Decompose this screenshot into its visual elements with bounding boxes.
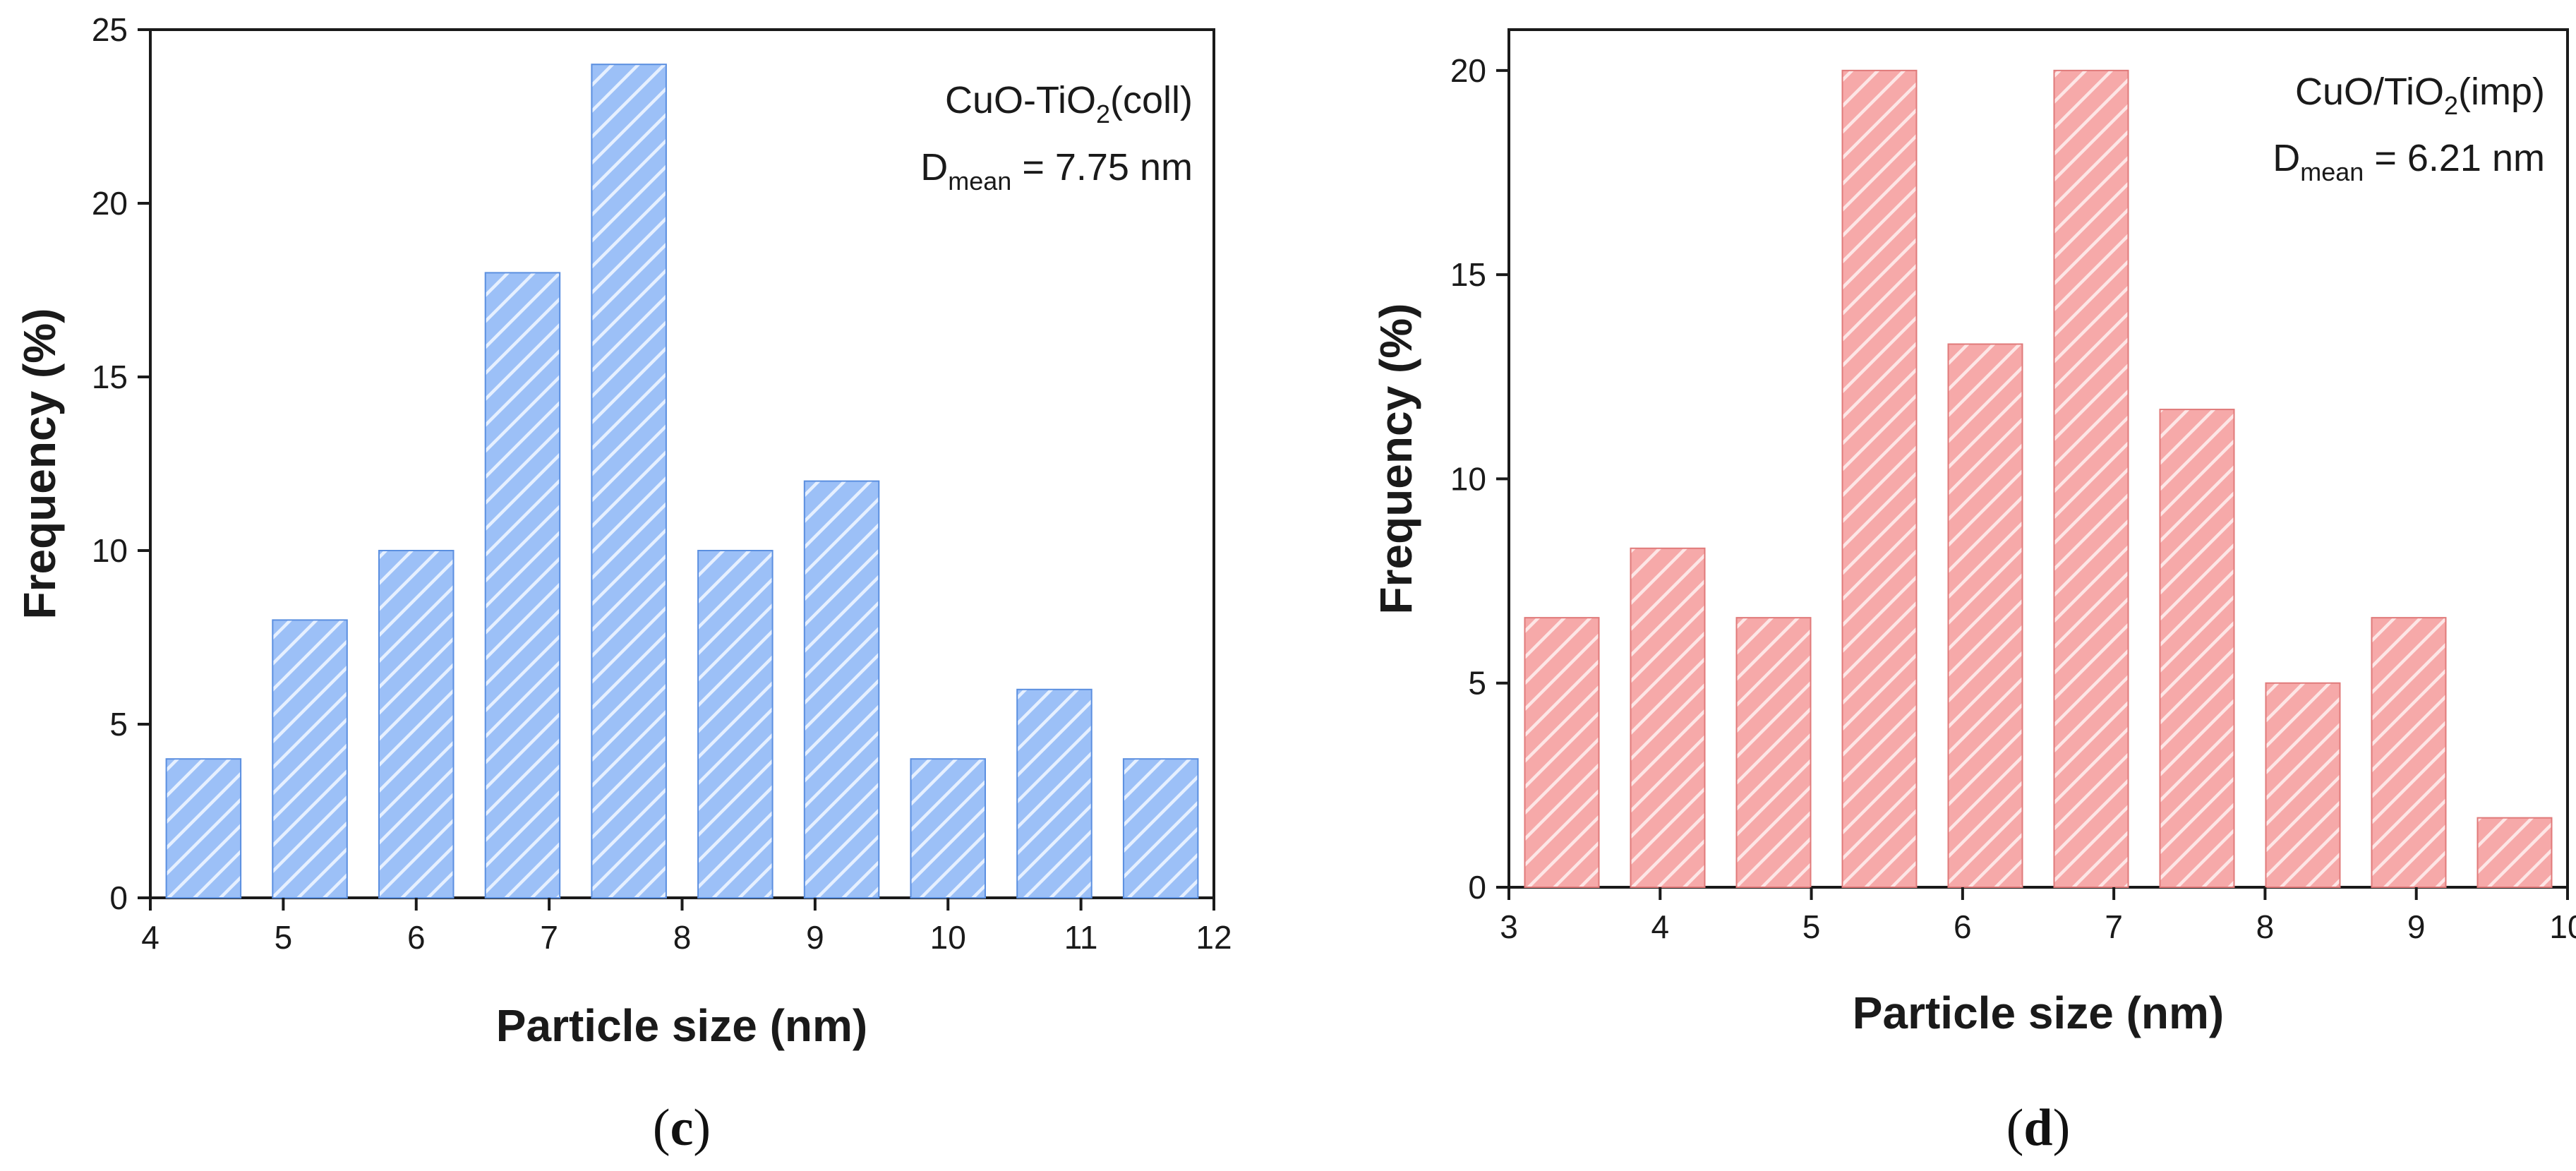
y-tick-label-d-2: 10	[1450, 460, 1486, 497]
bar-d-3	[1841, 69, 1918, 888]
bar-c-4	[591, 64, 667, 899]
x-tick-label-c-7: 11	[1064, 919, 1098, 956]
bar-c-0	[165, 758, 242, 899]
annotation-dmean-c: Dmean = 7.75 nm	[920, 146, 1193, 196]
annotation-dmean-d: Dmean = 6.21 nm	[2273, 137, 2545, 186]
x-tick-label-d-7: 10	[2549, 908, 2576, 945]
plot-frame-d	[1507, 28, 2569, 889]
y-tick-label-d-1: 5	[1468, 665, 1486, 702]
x-tick-label-c-0: 4	[141, 919, 160, 956]
d-sub-d: mean	[2300, 157, 2364, 186]
formula-suffix-d: (imp)	[2458, 71, 2545, 113]
x-ticks-d: 3 4 5 6 7 8 9 10	[1500, 887, 2576, 945]
d-main-d: D	[2273, 137, 2300, 179]
panel-label-c: (c)	[653, 1099, 711, 1157]
y-tick-label-c-1: 5	[109, 706, 128, 743]
x-tick-label-c-1: 5	[275, 919, 293, 956]
x-ticks-c: 4 5 6 7 8 9 10 11 12	[141, 898, 1232, 956]
y-tick-label-d-4: 20	[1450, 52, 1486, 89]
bar-d-2	[1735, 617, 1812, 889]
y-axis-title-c: Frequency (%)	[14, 308, 65, 620]
y-tick-label-c-3: 15	[92, 359, 128, 395]
x-tick-label-d-6: 9	[2407, 908, 2426, 945]
bar-d-0	[1524, 617, 1600, 889]
x-axis-title-d: Particle size (nm)	[1853, 987, 2224, 1038]
bar-c-6	[803, 480, 880, 899]
y-tick-label-c-5: 25	[92, 11, 128, 48]
bar-d-8	[2371, 617, 2447, 889]
chart-d: 0 5 10 15 20 3 4 5 6 7 8 9 10 Frequency (%) Particl…	[1371, 28, 2576, 1038]
formula-suffix-c: (coll)	[1110, 79, 1193, 121]
bar-c-2	[378, 550, 455, 899]
bar-d-4	[1947, 343, 2023, 888]
bar-c-1	[272, 619, 348, 899]
bar-d-6	[2159, 409, 2235, 888]
x-tick-label-d-1: 4	[1651, 908, 1669, 945]
x-tick-label-c-8: 12	[1196, 919, 1232, 956]
chart-c: 0 5 10 15 20 25 4 5 6 7 8 9 10 11 12 Frequency (%) Pa…	[14, 11, 1232, 1051]
bars-d	[1524, 69, 2553, 889]
d-value-c: = 7.75 nm	[1011, 146, 1193, 188]
d-sub-c: mean	[948, 167, 1011, 196]
y-ticks-c: 0 5 10 15 20 25	[92, 11, 150, 916]
y-tick-label-d-3: 15	[1450, 256, 1486, 293]
panel-label-d: (d)	[2006, 1099, 2070, 1157]
y-ticks-d: 0 5 10 15 20	[1450, 52, 1509, 906]
y-tick-label-c-2: 10	[92, 532, 128, 569]
d-main-c: D	[920, 146, 948, 188]
bar-c-7	[910, 758, 986, 899]
bar-d-7	[2265, 682, 2341, 888]
bar-d-1	[1630, 547, 1706, 888]
y-tick-label-c-4: 20	[92, 185, 128, 222]
x-tick-label-c-6: 10	[930, 919, 966, 956]
d-value-d: = 6.21 nm	[2364, 137, 2545, 179]
x-tick-label-c-4: 8	[673, 919, 692, 956]
annotation-formula-c: CuO-TiO2(coll)	[945, 79, 1193, 128]
y-tick-label-d-0: 0	[1468, 869, 1486, 906]
bar-d-9	[2476, 817, 2553, 888]
y-tick-label-c-0: 0	[109, 879, 128, 916]
x-tick-label-d-4: 7	[2105, 908, 2123, 945]
x-tick-label-d-2: 5	[1802, 908, 1821, 945]
x-tick-label-c-3: 7	[540, 919, 558, 956]
formula-prefix-d: CuO/TiO	[2295, 71, 2444, 113]
x-tick-label-d-0: 3	[1500, 908, 1518, 945]
x-tick-label-d-3: 6	[1954, 908, 1972, 945]
bar-c-5	[697, 550, 774, 899]
x-tick-label-c-5: 9	[806, 919, 824, 956]
bar-c-8	[1016, 688, 1093, 899]
x-axis-title-c: Particle size (nm)	[496, 1000, 867, 1051]
x-tick-label-c-2: 6	[407, 919, 426, 956]
bar-c-9	[1122, 758, 1199, 899]
x-tick-label-d-5: 8	[2256, 908, 2275, 945]
bar-d-5	[2053, 69, 2129, 888]
formula-sub-d: 2	[2444, 91, 2458, 120]
formula-sub-c: 2	[1096, 100, 1110, 128]
formula-prefix-c: CuO-TiO	[945, 79, 1096, 121]
annotation-formula-d: CuO/TiO2(imp)	[2295, 71, 2545, 120]
bars-c	[165, 64, 1199, 899]
bar-c-3	[484, 272, 561, 899]
y-axis-title-d: Frequency (%)	[1371, 304, 1421, 615]
